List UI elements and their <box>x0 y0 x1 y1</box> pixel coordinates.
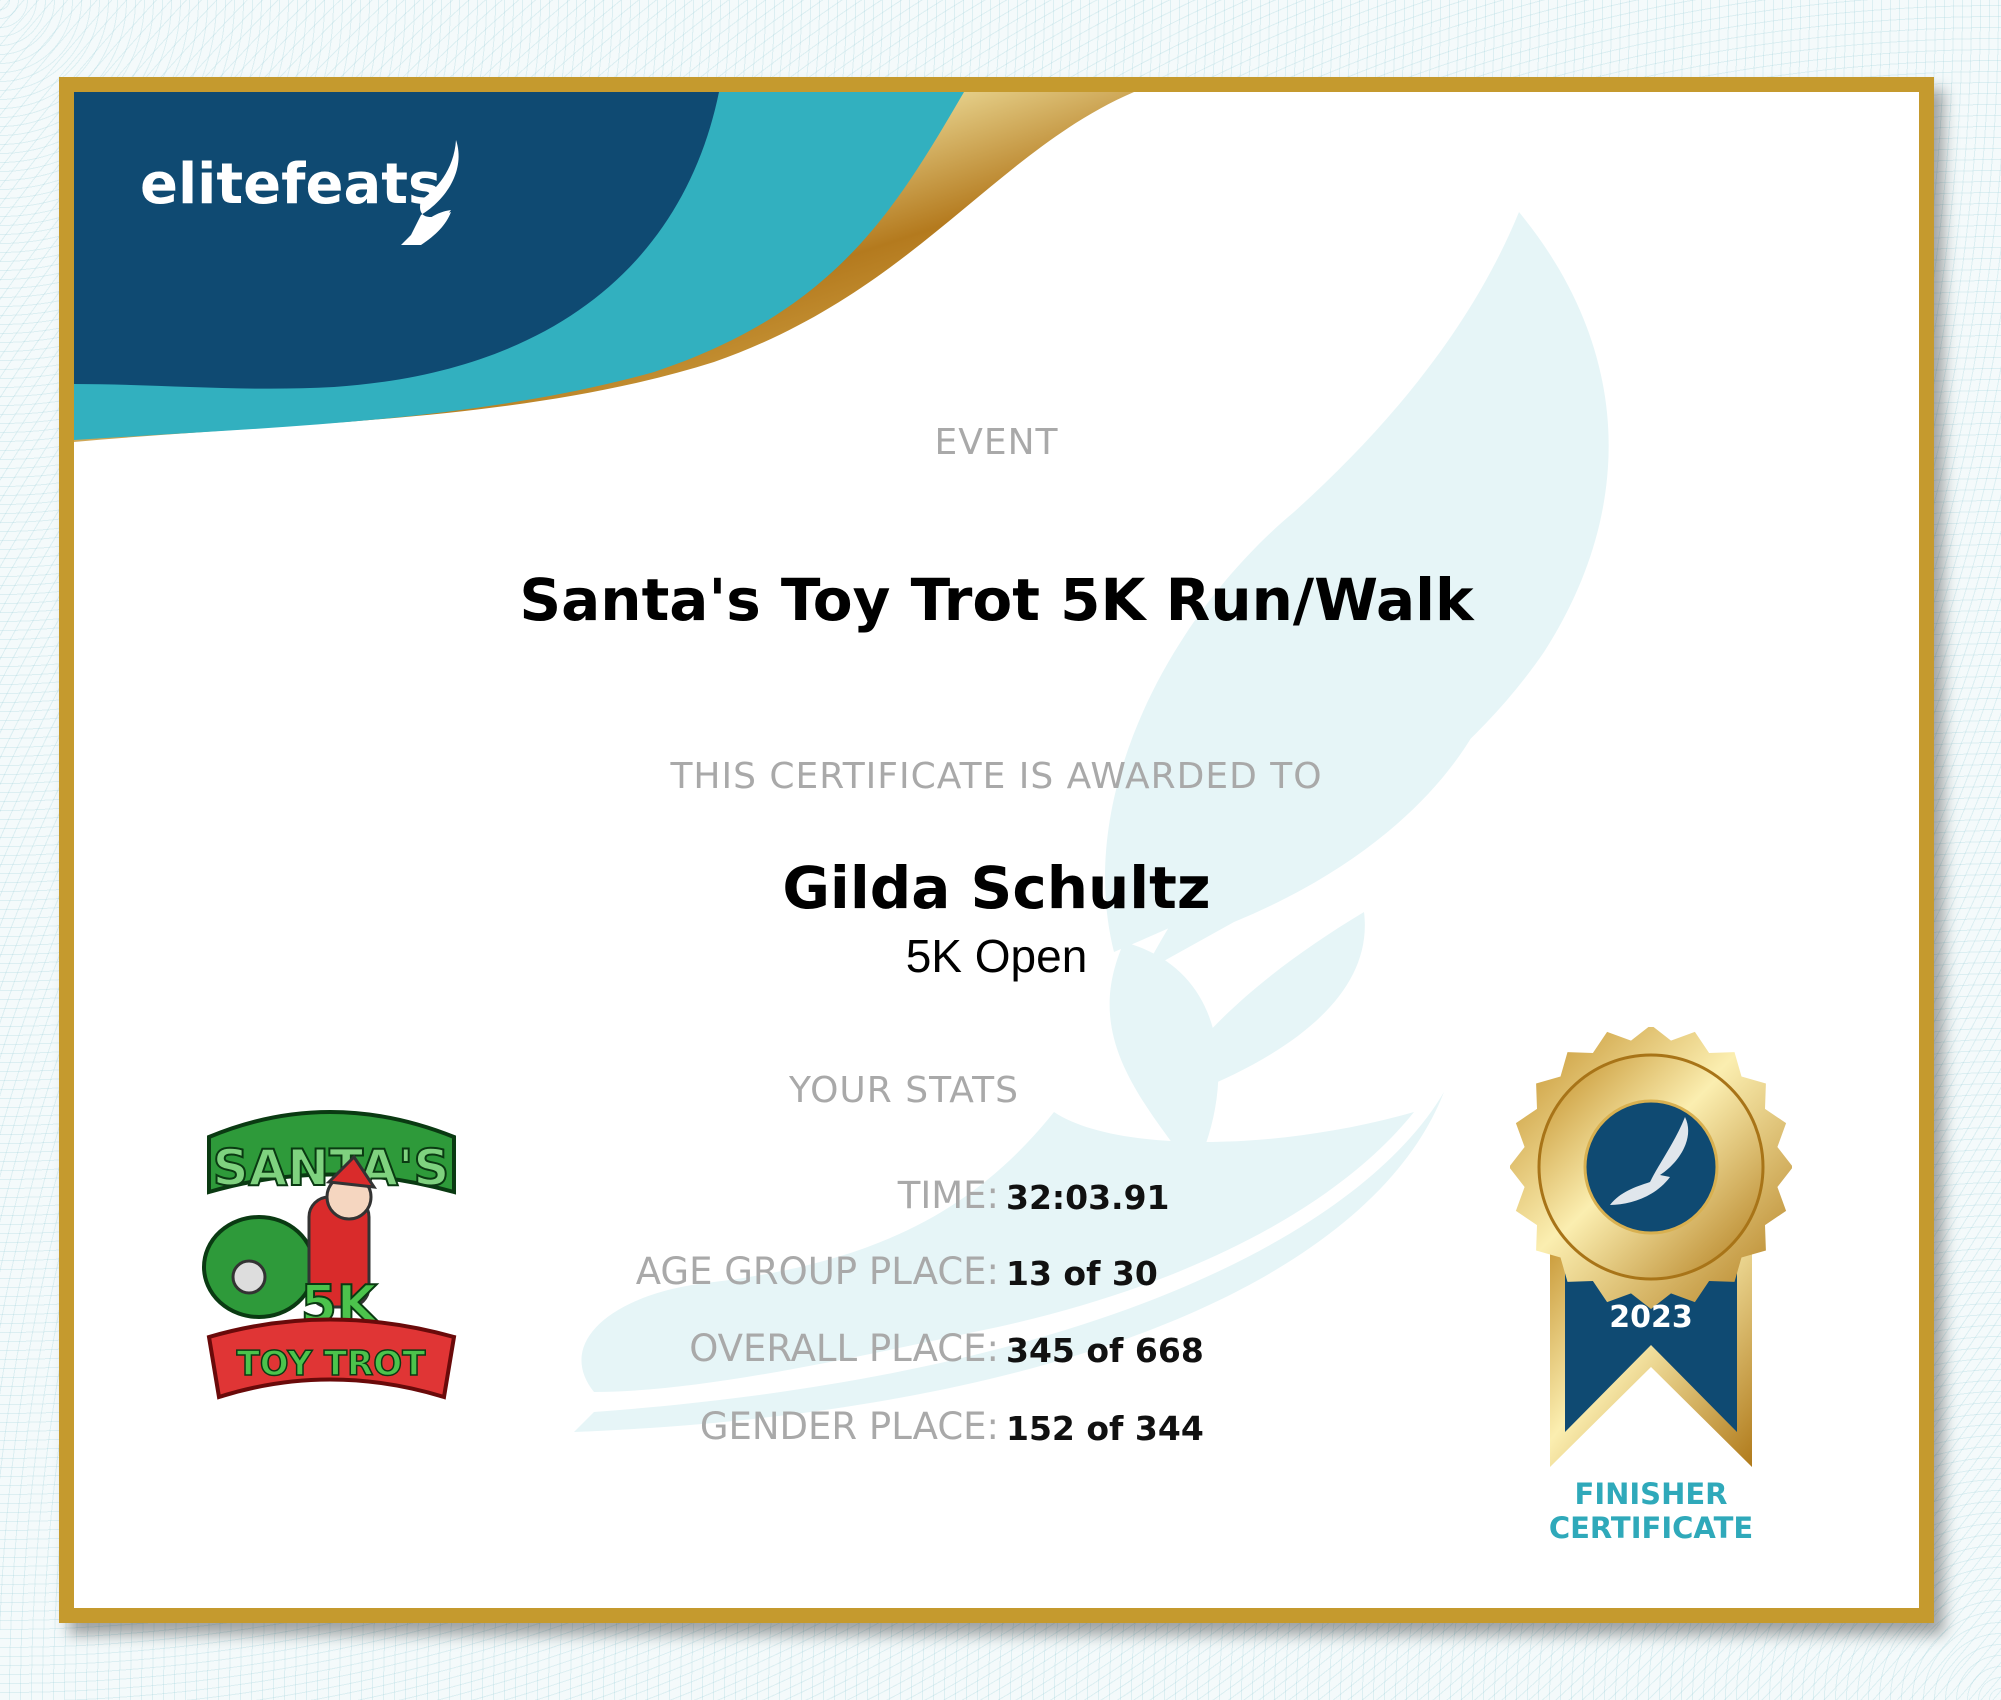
stat-key: AGE GROUP PLACE: <box>635 1250 999 1293</box>
header-swoosh <box>74 92 1134 442</box>
winged-foot-watermark <box>574 212 1609 1432</box>
division: 5K Open <box>905 930 1088 982</box>
caption-line2: CERTIFICATE <box>1548 1511 1754 1545</box>
stat-key: OVERALL PLACE: <box>689 1327 999 1370</box>
stat-row-overall: OVERALL PLACE: 345 of 668 <box>74 1327 1919 1377</box>
event-title: Santa's Toy Trot 5K Run/Walk <box>519 566 1474 634</box>
certificate: elitefeats EVENT Santa's Toy Trot 5K Run… <box>59 77 1934 1623</box>
finisher-medal: 2023 <box>1510 1027 1792 1467</box>
stat-row-gender: GENDER PLACE: 152 of 344 <box>74 1405 1919 1455</box>
event-label: EVENT <box>934 422 1059 463</box>
award-label: THIS CERTIFICATE IS AWARDED TO <box>670 756 1323 797</box>
stat-key: TIME: <box>897 1174 999 1217</box>
winged-foot-icon <box>401 140 459 245</box>
stat-key: GENDER PLACE: <box>699 1405 999 1448</box>
stats-label: YOUR STATS <box>789 1070 1019 1111</box>
stat-row-time: TIME: 32:03.91 <box>74 1174 1919 1224</box>
finisher-caption: FINISHER CERTIFICATE <box>1510 1477 1792 1545</box>
caption-line1: FINISHER <box>1574 1477 1728 1511</box>
winged-foot-icon <box>1610 1117 1689 1205</box>
recipient-name: Gilda Schultz <box>782 854 1211 922</box>
santas-toy-trot-logo: SANTA'S 5K TOY TROT <box>202 1110 457 1400</box>
stat-value: 13 of 30 <box>1006 1254 1158 1293</box>
stat-row-age-group: AGE GROUP PLACE: 13 of 30 <box>74 1250 1919 1300</box>
elitefeats-logo: elitefeats <box>140 152 442 217</box>
stat-value: 32:03.91 <box>1006 1178 1170 1217</box>
logo-text-bottom: TOY TROT <box>237 1344 427 1384</box>
stat-value: 345 of 668 <box>1006 1331 1204 1370</box>
medal-year: 2023 <box>1609 1300 1693 1335</box>
stat-value: 152 of 344 <box>1006 1409 1204 1448</box>
